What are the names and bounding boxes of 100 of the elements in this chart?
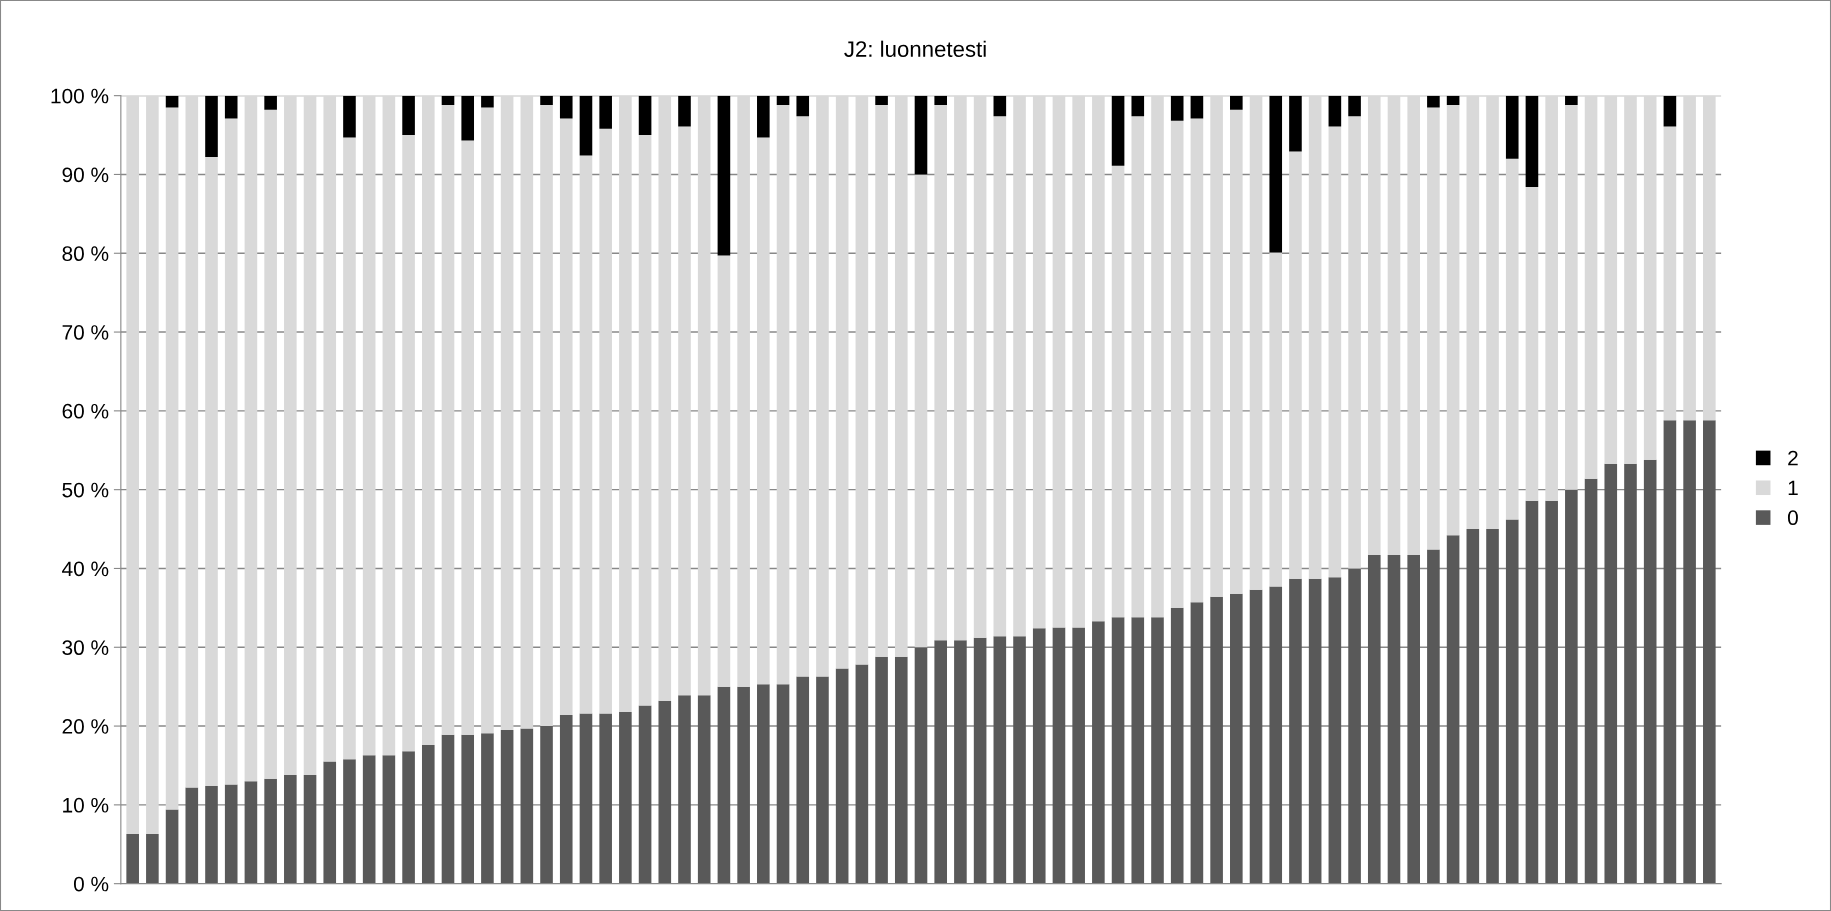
bar bbox=[1427, 107, 1440, 550]
bar bbox=[1703, 420, 1716, 884]
bar bbox=[185, 787, 199, 884]
bar bbox=[1052, 627, 1066, 884]
bar bbox=[934, 95, 948, 106]
bar bbox=[776, 95, 790, 106]
bar bbox=[1446, 105, 1460, 536]
bar bbox=[244, 95, 258, 782]
bar bbox=[1545, 95, 1558, 501]
bar bbox=[658, 700, 672, 884]
bar bbox=[382, 95, 396, 756]
bar bbox=[205, 95, 218, 158]
bar bbox=[638, 705, 652, 884]
bar bbox=[599, 128, 612, 714]
bar bbox=[619, 95, 632, 712]
bar bbox=[678, 95, 691, 127]
y-tick-label: 0 % bbox=[73, 876, 109, 892]
legend-label: 0 bbox=[1787, 510, 1798, 526]
bar bbox=[402, 751, 415, 884]
bar bbox=[796, 95, 810, 117]
bar bbox=[540, 726, 553, 884]
bar bbox=[1092, 621, 1105, 884]
bar bbox=[973, 95, 987, 638]
bar bbox=[1072, 627, 1085, 884]
y-tick-label: 100 % bbox=[51, 88, 109, 104]
bar bbox=[1190, 95, 1204, 119]
bar bbox=[914, 95, 928, 175]
bar bbox=[894, 656, 908, 884]
bar bbox=[638, 135, 652, 706]
bar bbox=[1525, 187, 1539, 501]
bar bbox=[1032, 95, 1046, 629]
bar bbox=[382, 755, 396, 884]
bar bbox=[1269, 95, 1283, 253]
bar bbox=[421, 744, 435, 884]
bar bbox=[717, 95, 731, 256]
bar bbox=[264, 778, 277, 884]
bar bbox=[1663, 420, 1677, 884]
bar bbox=[1131, 116, 1145, 618]
bar bbox=[1584, 478, 1598, 884]
bar bbox=[1348, 568, 1361, 884]
bar bbox=[757, 95, 770, 138]
bar bbox=[717, 255, 731, 687]
bar bbox=[500, 730, 514, 884]
y-tick-label: 20 % bbox=[62, 719, 109, 734]
bar bbox=[1565, 489, 1578, 884]
bar bbox=[1013, 95, 1026, 637]
bar bbox=[1663, 126, 1677, 421]
bar bbox=[914, 647, 928, 884]
bar bbox=[1505, 158, 1519, 520]
bar bbox=[875, 105, 888, 657]
bar bbox=[343, 137, 356, 760]
bar bbox=[362, 755, 376, 884]
bar bbox=[1328, 126, 1342, 578]
bar bbox=[1328, 577, 1342, 884]
bar bbox=[1348, 95, 1361, 117]
bar bbox=[461, 140, 475, 735]
bar bbox=[619, 711, 632, 884]
bar bbox=[697, 695, 711, 884]
bar bbox=[1151, 95, 1164, 618]
bar bbox=[1466, 529, 1480, 884]
bar bbox=[1032, 628, 1046, 884]
bar bbox=[1584, 95, 1598, 479]
bar bbox=[303, 95, 317, 775]
chart-title: J2: luonnetesti bbox=[844, 40, 986, 57]
bar bbox=[579, 155, 593, 714]
bar bbox=[264, 95, 277, 110]
bar bbox=[1703, 95, 1716, 421]
bar bbox=[796, 676, 810, 884]
bar bbox=[1230, 95, 1243, 110]
bar bbox=[441, 105, 455, 735]
bar bbox=[205, 157, 218, 786]
bar bbox=[1387, 95, 1401, 556]
bar bbox=[1190, 602, 1204, 884]
bar bbox=[1289, 151, 1302, 579]
bar bbox=[1249, 589, 1263, 884]
bar bbox=[1486, 529, 1499, 884]
bar bbox=[126, 834, 139, 884]
y-tick-label: 80 % bbox=[62, 246, 109, 262]
bar bbox=[185, 95, 199, 788]
bar bbox=[579, 713, 593, 884]
bar bbox=[1131, 95, 1145, 117]
bar bbox=[1052, 95, 1066, 628]
bar bbox=[461, 95, 475, 141]
y-tick-label: 50 % bbox=[62, 482, 109, 498]
bar bbox=[224, 118, 238, 785]
bar bbox=[1505, 95, 1519, 159]
bar bbox=[1210, 596, 1223, 884]
bar bbox=[1466, 95, 1480, 530]
bar bbox=[224, 784, 238, 884]
bar bbox=[165, 809, 179, 884]
bar bbox=[1170, 607, 1184, 884]
bar bbox=[1072, 95, 1085, 628]
bar bbox=[1230, 593, 1243, 884]
bar bbox=[402, 135, 415, 752]
bar bbox=[1367, 95, 1381, 556]
bar bbox=[461, 734, 475, 884]
bar bbox=[559, 95, 573, 119]
bar bbox=[1111, 165, 1125, 618]
bar bbox=[579, 95, 593, 156]
bar bbox=[1170, 95, 1184, 121]
